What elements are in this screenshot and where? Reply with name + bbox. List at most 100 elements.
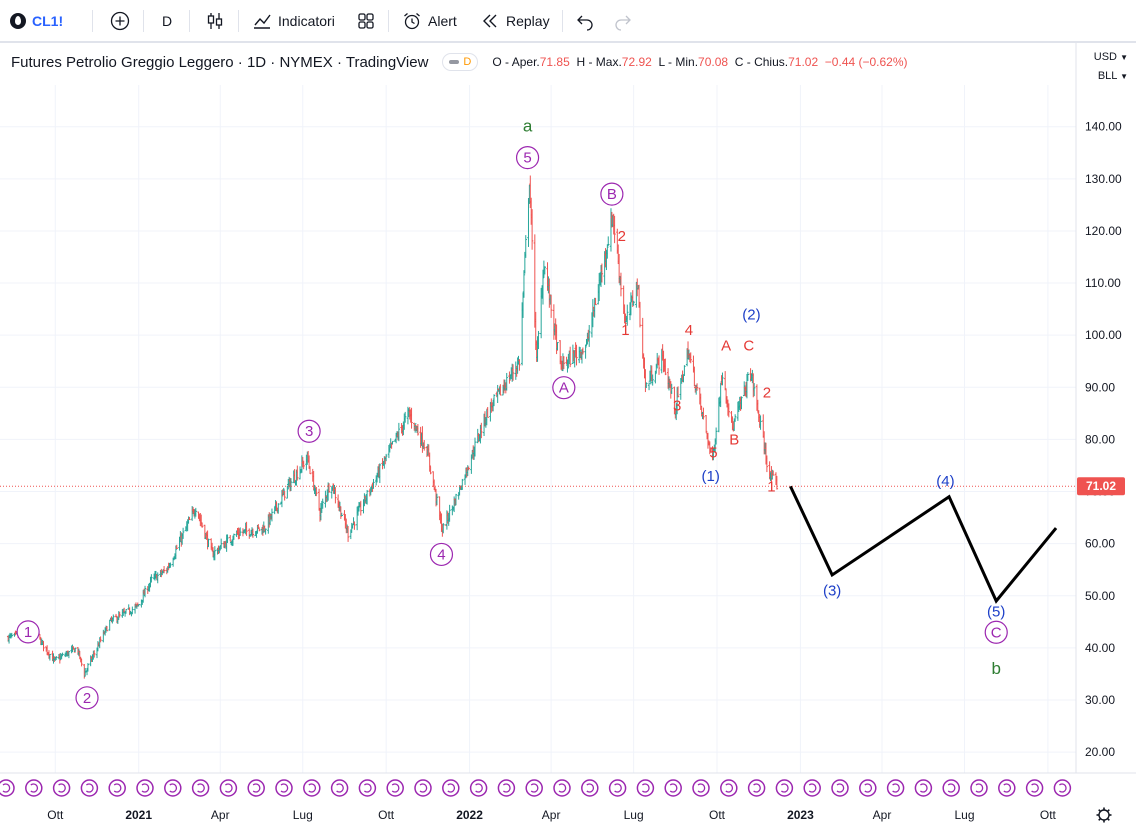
event-marker-icon [247,779,265,797]
event-marker-icon [886,779,905,797]
currency-selector[interactable]: USD ▼ [1094,51,1128,63]
close-label: C - Chius. [734,55,789,69]
event-marker-icon [386,779,404,797]
open-value: 71.85 [539,55,570,69]
event-marker-icon [525,779,543,797]
grid-lines [0,85,1076,773]
redo-icon [615,15,631,31]
price-tick-label: 100.00 [1085,328,1122,342]
high-value: 72.92 [621,55,652,69]
undo-button[interactable] [575,8,595,34]
add-symbol-button[interactable] [110,8,130,34]
event-marker-glyph [614,783,622,793]
event-marker-glyph [725,783,734,793]
event-marker-glyph [113,783,122,793]
replay-button[interactable]: Replay [480,8,550,34]
event-marker-glyph [586,783,595,793]
event-marker-glyph [947,783,956,793]
unit-selector[interactable]: BLL ▼ [1098,70,1128,82]
time-tick-label: Apr [873,808,892,822]
candles-icon [207,13,223,29]
event-marker-icon [747,779,766,797]
wave-label: 2 [83,690,91,707]
event-marker-icon [275,779,293,797]
wave-label: (3) [823,583,841,600]
time-tick-label: Ott [1040,808,1057,822]
event-marker-glyph [919,783,928,793]
event-marker-icon [219,779,238,797]
price-axis-bg [1076,43,1136,827]
indicators-button[interactable]: Indicatori [252,8,335,34]
event-marker-glyph [141,783,150,793]
gear-tooth [1098,809,1102,813]
time-tick-label: Ott [709,808,726,822]
change-value: −0.44 (−0.62%) [824,55,908,69]
event-marker-icon [970,779,988,797]
replay-label: Replay [506,13,550,29]
gear-tooth [1098,817,1102,821]
event-marker-icon [775,779,794,797]
indicators-label: Indicatori [278,13,335,29]
interval-selector[interactable]: D [162,8,172,34]
last-price-label: 71.02 [1086,479,1116,493]
price-tick-label: 120.00 [1085,224,1122,238]
wave-label-circle [16,620,40,644]
price-axis[interactable]: 140.00 130.00 120.00 110.00 100.00 90.00 80.00… [1075,43,1136,827]
event-marker-glyph [2,783,11,793]
symbol-selector[interactable]: CL1! [10,8,63,34]
currency-label: USD [1093,51,1118,63]
price-tick-label: 40.00 [1085,641,1115,655]
top-toolbar: CL1! D Indicatori Alert Replay [0,0,1136,42]
price-candles [0,175,1076,679]
rewind-icon [483,14,497,28]
time-tick-label: Ott [378,808,395,822]
alert-button[interactable]: Alert [402,8,457,34]
legend: Futures Petrolio Greggio Leggero · 1D · … [11,53,908,71]
legend-badge[interactable]: D [442,53,479,71]
event-marker-icon [608,779,627,797]
event-marker-glyph [808,783,817,793]
wave-label-circle [984,620,1008,644]
price-tick-label: 140.00 [1085,120,1122,134]
event-marker-icon [330,779,349,797]
gear-tooth [1106,809,1110,813]
wave-label: B [607,186,617,203]
event-marker-icon [442,779,460,797]
event-marker-glyph [419,783,428,793]
high-label: H - Max. [576,55,622,69]
price-tick-label: 130.00 [1085,172,1122,186]
templates-button[interactable] [356,8,376,34]
event-marker-glyph [530,783,539,793]
wave-label: A [721,338,731,355]
close-value: 71.02 [788,55,819,69]
event-marker-icon [497,779,516,797]
event-marker-icon [164,779,182,797]
event-marker-icon [998,779,1016,797]
wave-label: (4) [936,473,954,490]
wave-label: 5 [523,150,531,167]
gear-tooth [1106,817,1110,821]
chart-type-button[interactable] [205,8,225,34]
event-marker-glyph [753,783,761,793]
time-axis[interactable]: Ott 2021 Apr Lug Ott 2022 Apr Lug Ott 2023 Apr Lug O… [0,772,1136,823]
wave-label-circle [552,376,576,400]
wave-label: A [559,380,569,397]
redo-button[interactable] [613,8,633,34]
plus-circle-icon [110,11,130,31]
settings-gear-icon[interactable] [1096,807,1112,823]
event-marker-icon [1053,779,1072,797]
wave-label: 1 [24,624,32,641]
grid-icon [358,13,374,29]
eye-toggle-icon [449,60,460,64]
event-marker-icon [0,779,15,797]
indicators-icon [254,14,271,29]
wave-label-circle [297,419,321,443]
event-marker-icon [664,779,682,797]
event-marker-icon [358,779,377,797]
event-marker-glyph [1031,783,1039,793]
event-marker-icon [553,779,571,797]
wave-label-circle [515,146,540,170]
event-marker-glyph [336,783,344,793]
